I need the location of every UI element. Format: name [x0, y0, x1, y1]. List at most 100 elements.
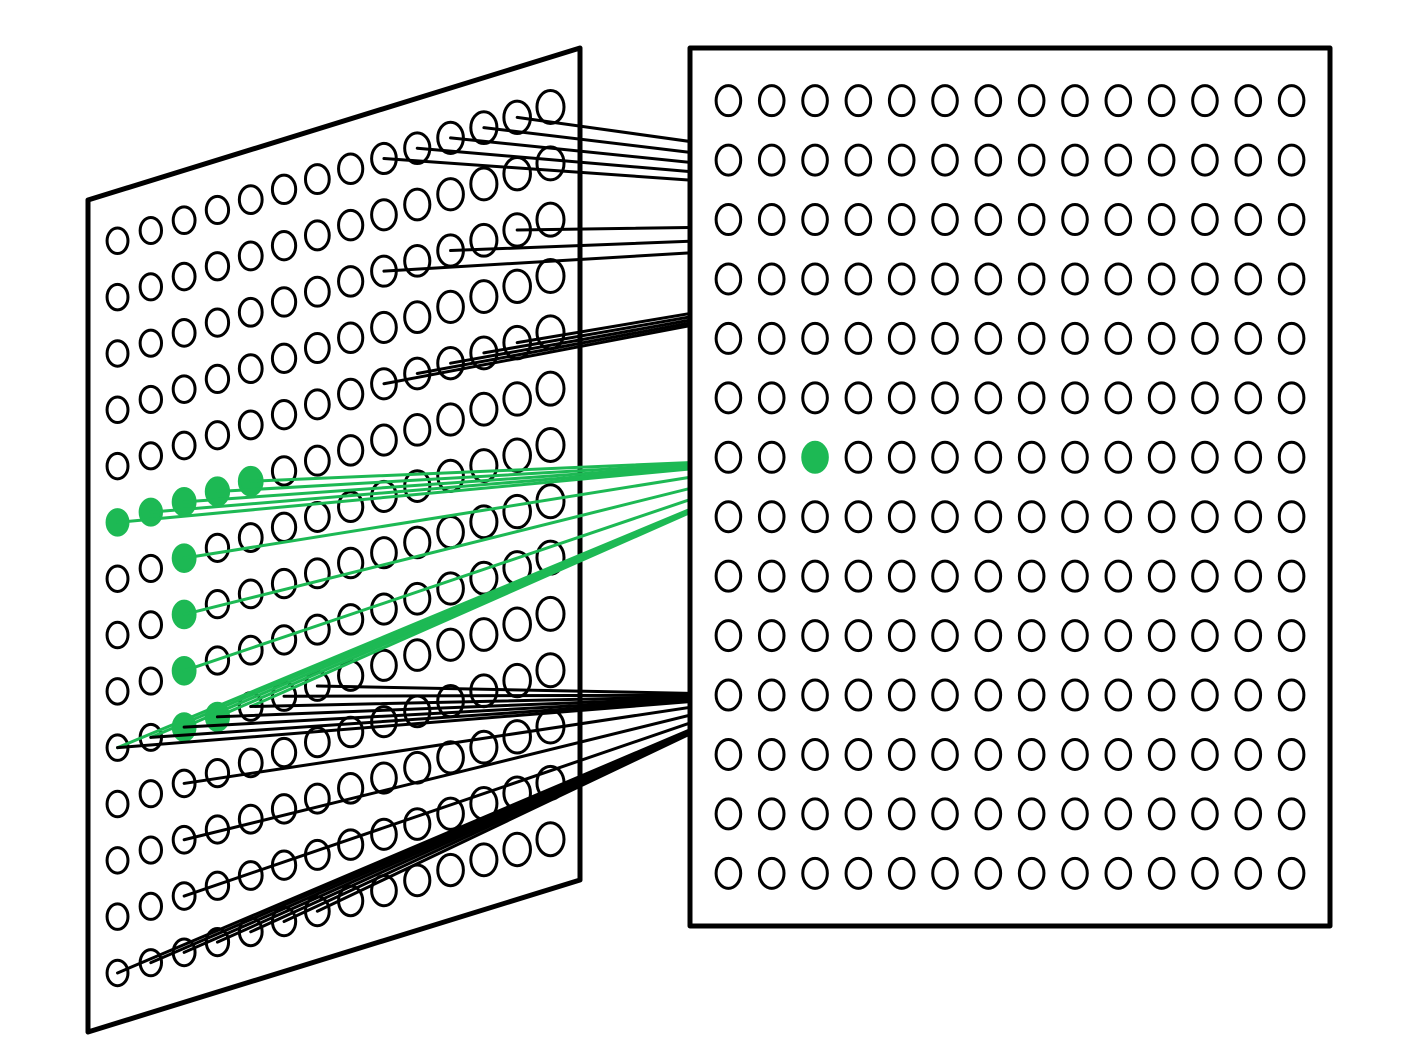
grid-node [933, 205, 958, 235]
grid-node [504, 439, 531, 471]
grid-node [976, 86, 1001, 116]
grid-node [803, 383, 828, 413]
grid-node [1019, 383, 1044, 413]
grid-node [1279, 383, 1304, 413]
grid-node [889, 442, 914, 472]
grid-node [339, 717, 363, 747]
grid-node [1019, 323, 1044, 353]
grid-node [504, 495, 531, 527]
grid-node [976, 442, 1001, 472]
grid-node [1149, 799, 1174, 829]
grid-node [1193, 442, 1218, 472]
grid-node [339, 379, 363, 409]
grid-node [933, 442, 958, 472]
grid-node [239, 411, 262, 439]
grid-node [537, 372, 564, 405]
grid-node [405, 189, 430, 220]
grid-node [1279, 502, 1304, 532]
grid-node [1149, 739, 1174, 769]
grid-node [716, 383, 741, 413]
grid-node [504, 383, 531, 415]
grid-node [933, 86, 958, 116]
grid-node [239, 805, 262, 833]
grid-node [405, 752, 430, 783]
grid-node [1149, 383, 1174, 413]
grid-node [1149, 561, 1174, 591]
grid-node [206, 365, 228, 392]
grid-node [1236, 502, 1261, 532]
grid-node [889, 680, 914, 710]
grid-node [173, 320, 195, 347]
grid-node [1019, 502, 1044, 532]
grid-node [1236, 205, 1261, 235]
grid-node [846, 739, 871, 769]
grid-node [976, 739, 1001, 769]
grid-node [889, 799, 914, 829]
grid-node [716, 739, 741, 769]
grid-node [716, 86, 741, 116]
grid-node [239, 298, 262, 326]
grid-node [1279, 205, 1304, 235]
grid-node [239, 186, 262, 214]
grid-node [846, 502, 871, 532]
grid-node [759, 383, 784, 413]
grid-node [759, 739, 784, 769]
grid-node [239, 355, 262, 383]
grid-node [206, 422, 228, 449]
grid-node [438, 291, 464, 322]
grid-node [846, 323, 871, 353]
grid-node [1236, 383, 1261, 413]
grid-node [107, 566, 128, 592]
grid-node [504, 721, 531, 753]
grid-node [1236, 680, 1261, 710]
grid-node [140, 837, 161, 863]
grid-node [1063, 205, 1088, 235]
grid-node [405, 865, 430, 896]
grid-node [1019, 621, 1044, 651]
grid-node [272, 738, 295, 766]
grid-node [537, 597, 564, 630]
grid-node [537, 428, 564, 461]
grid-node [1019, 442, 1044, 472]
grid-node [933, 561, 958, 591]
grid-node [846, 799, 871, 829]
grid-node [933, 323, 958, 353]
grid-node [372, 312, 397, 342]
grid-node [239, 580, 262, 608]
grid-node [537, 260, 564, 293]
grid-node [976, 264, 1001, 294]
grid-node [1279, 145, 1304, 175]
grid-node [405, 414, 430, 445]
grid-node [1063, 561, 1088, 591]
grid-node [1063, 383, 1088, 413]
grid-node [206, 196, 228, 223]
grid-node [372, 650, 397, 680]
grid-node [471, 168, 497, 200]
grid-node [716, 145, 741, 175]
grid-node [405, 245, 430, 276]
grid-node [1279, 680, 1304, 710]
grid-node [1149, 442, 1174, 472]
grid-node [803, 442, 828, 472]
grid-node [716, 680, 741, 710]
grid-node [1019, 680, 1044, 710]
grid-node [889, 383, 914, 413]
grid-node [716, 561, 741, 591]
grid-node [759, 502, 784, 532]
grid-node [339, 267, 363, 297]
grid-node [976, 323, 1001, 353]
grid-node [1063, 680, 1088, 710]
grid-node [803, 264, 828, 294]
grid-node [140, 217, 161, 243]
grid-node [1279, 561, 1304, 591]
grid-node [1149, 680, 1174, 710]
grid-node [438, 742, 464, 773]
grid-node [976, 561, 1001, 591]
grid-node [173, 376, 195, 403]
grid-node [140, 893, 161, 919]
grid-node [889, 858, 914, 888]
grid-node [1236, 442, 1261, 472]
grid-node [803, 799, 828, 829]
grid-node [803, 561, 828, 591]
grid-node [803, 323, 828, 353]
